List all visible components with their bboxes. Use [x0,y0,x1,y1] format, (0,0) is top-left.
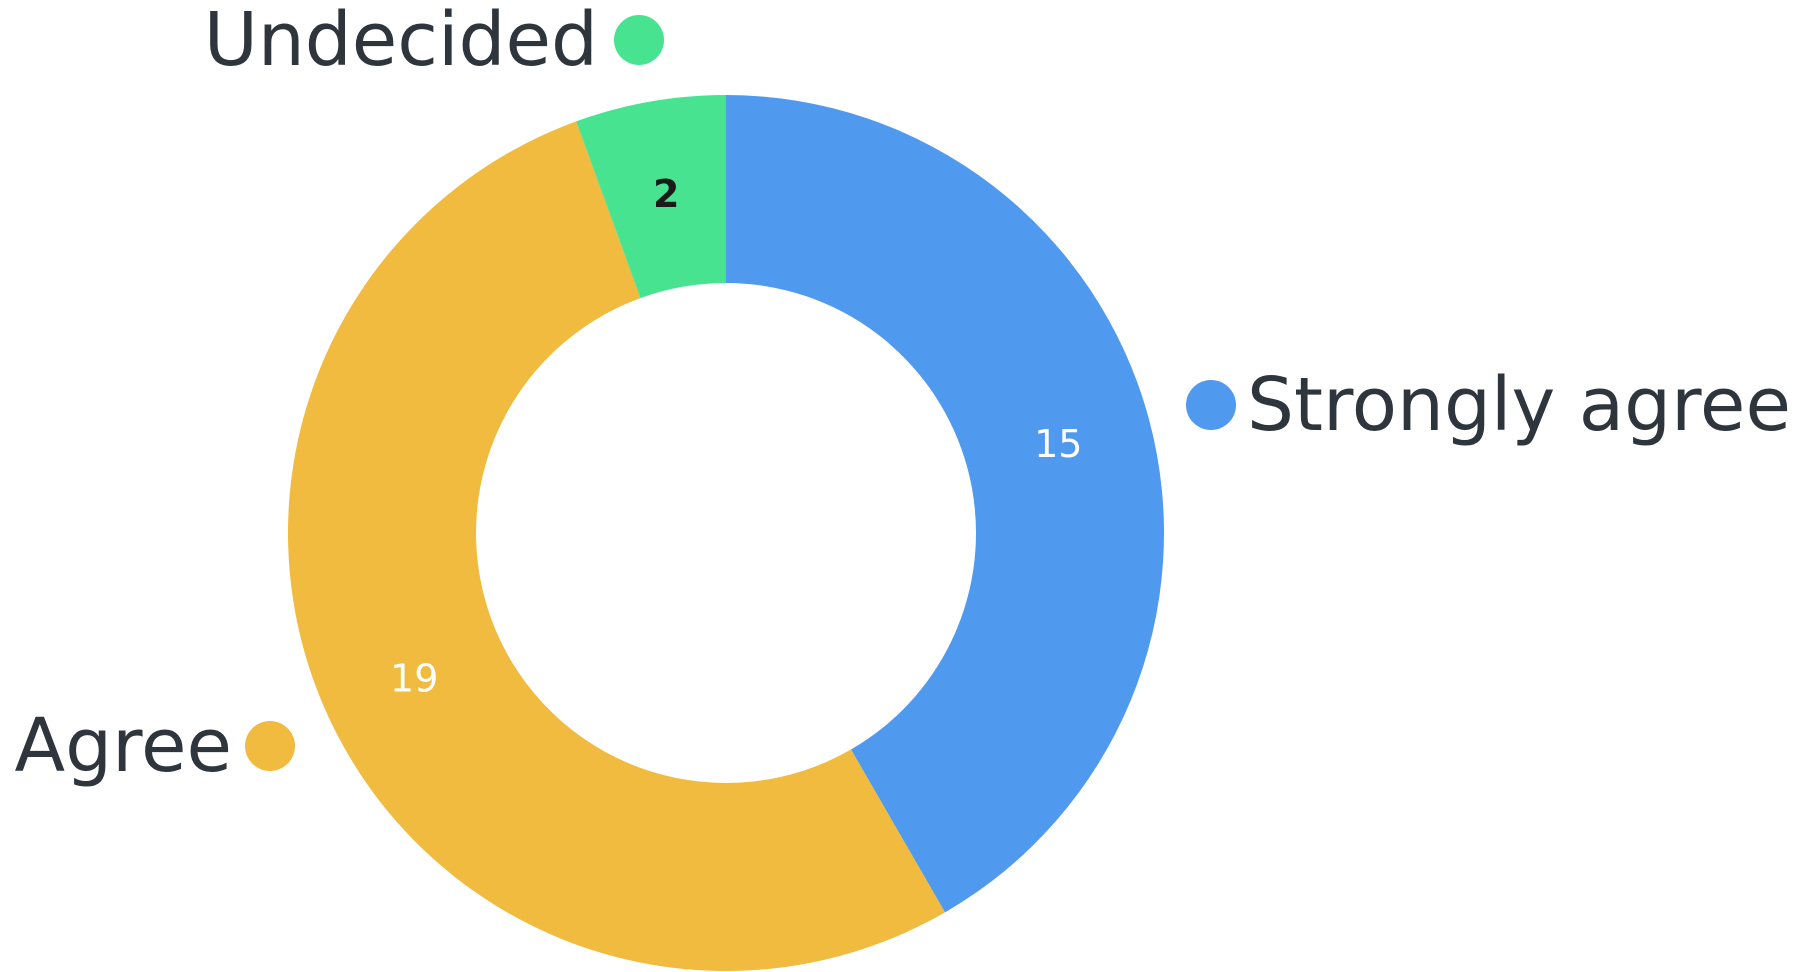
legend-label-strongly-agree: Strongly agree [1247,362,1791,448]
slice-agree [287,121,945,972]
legend-group: Strongly agree Agree Undecided [15,0,1791,789]
slice-labels-group: 15 19 2 [390,172,1082,700]
slice-undecided [576,95,726,299]
slice-value-label-agree: 19 [390,656,438,700]
slice-value-label-undecided: 2 [653,172,679,216]
legend-dot-strongly-agree [1186,380,1236,430]
slice-value-label-strongly-agree: 15 [1034,422,1082,466]
slice-strongly-agree [726,95,1164,913]
legend-label-undecided: Undecided [204,0,598,83]
slices-group [287,95,1164,972]
legend-dot-agree [245,721,295,771]
legend-label-agree: Agree [15,703,232,789]
legend-dot-undecided [614,15,664,65]
